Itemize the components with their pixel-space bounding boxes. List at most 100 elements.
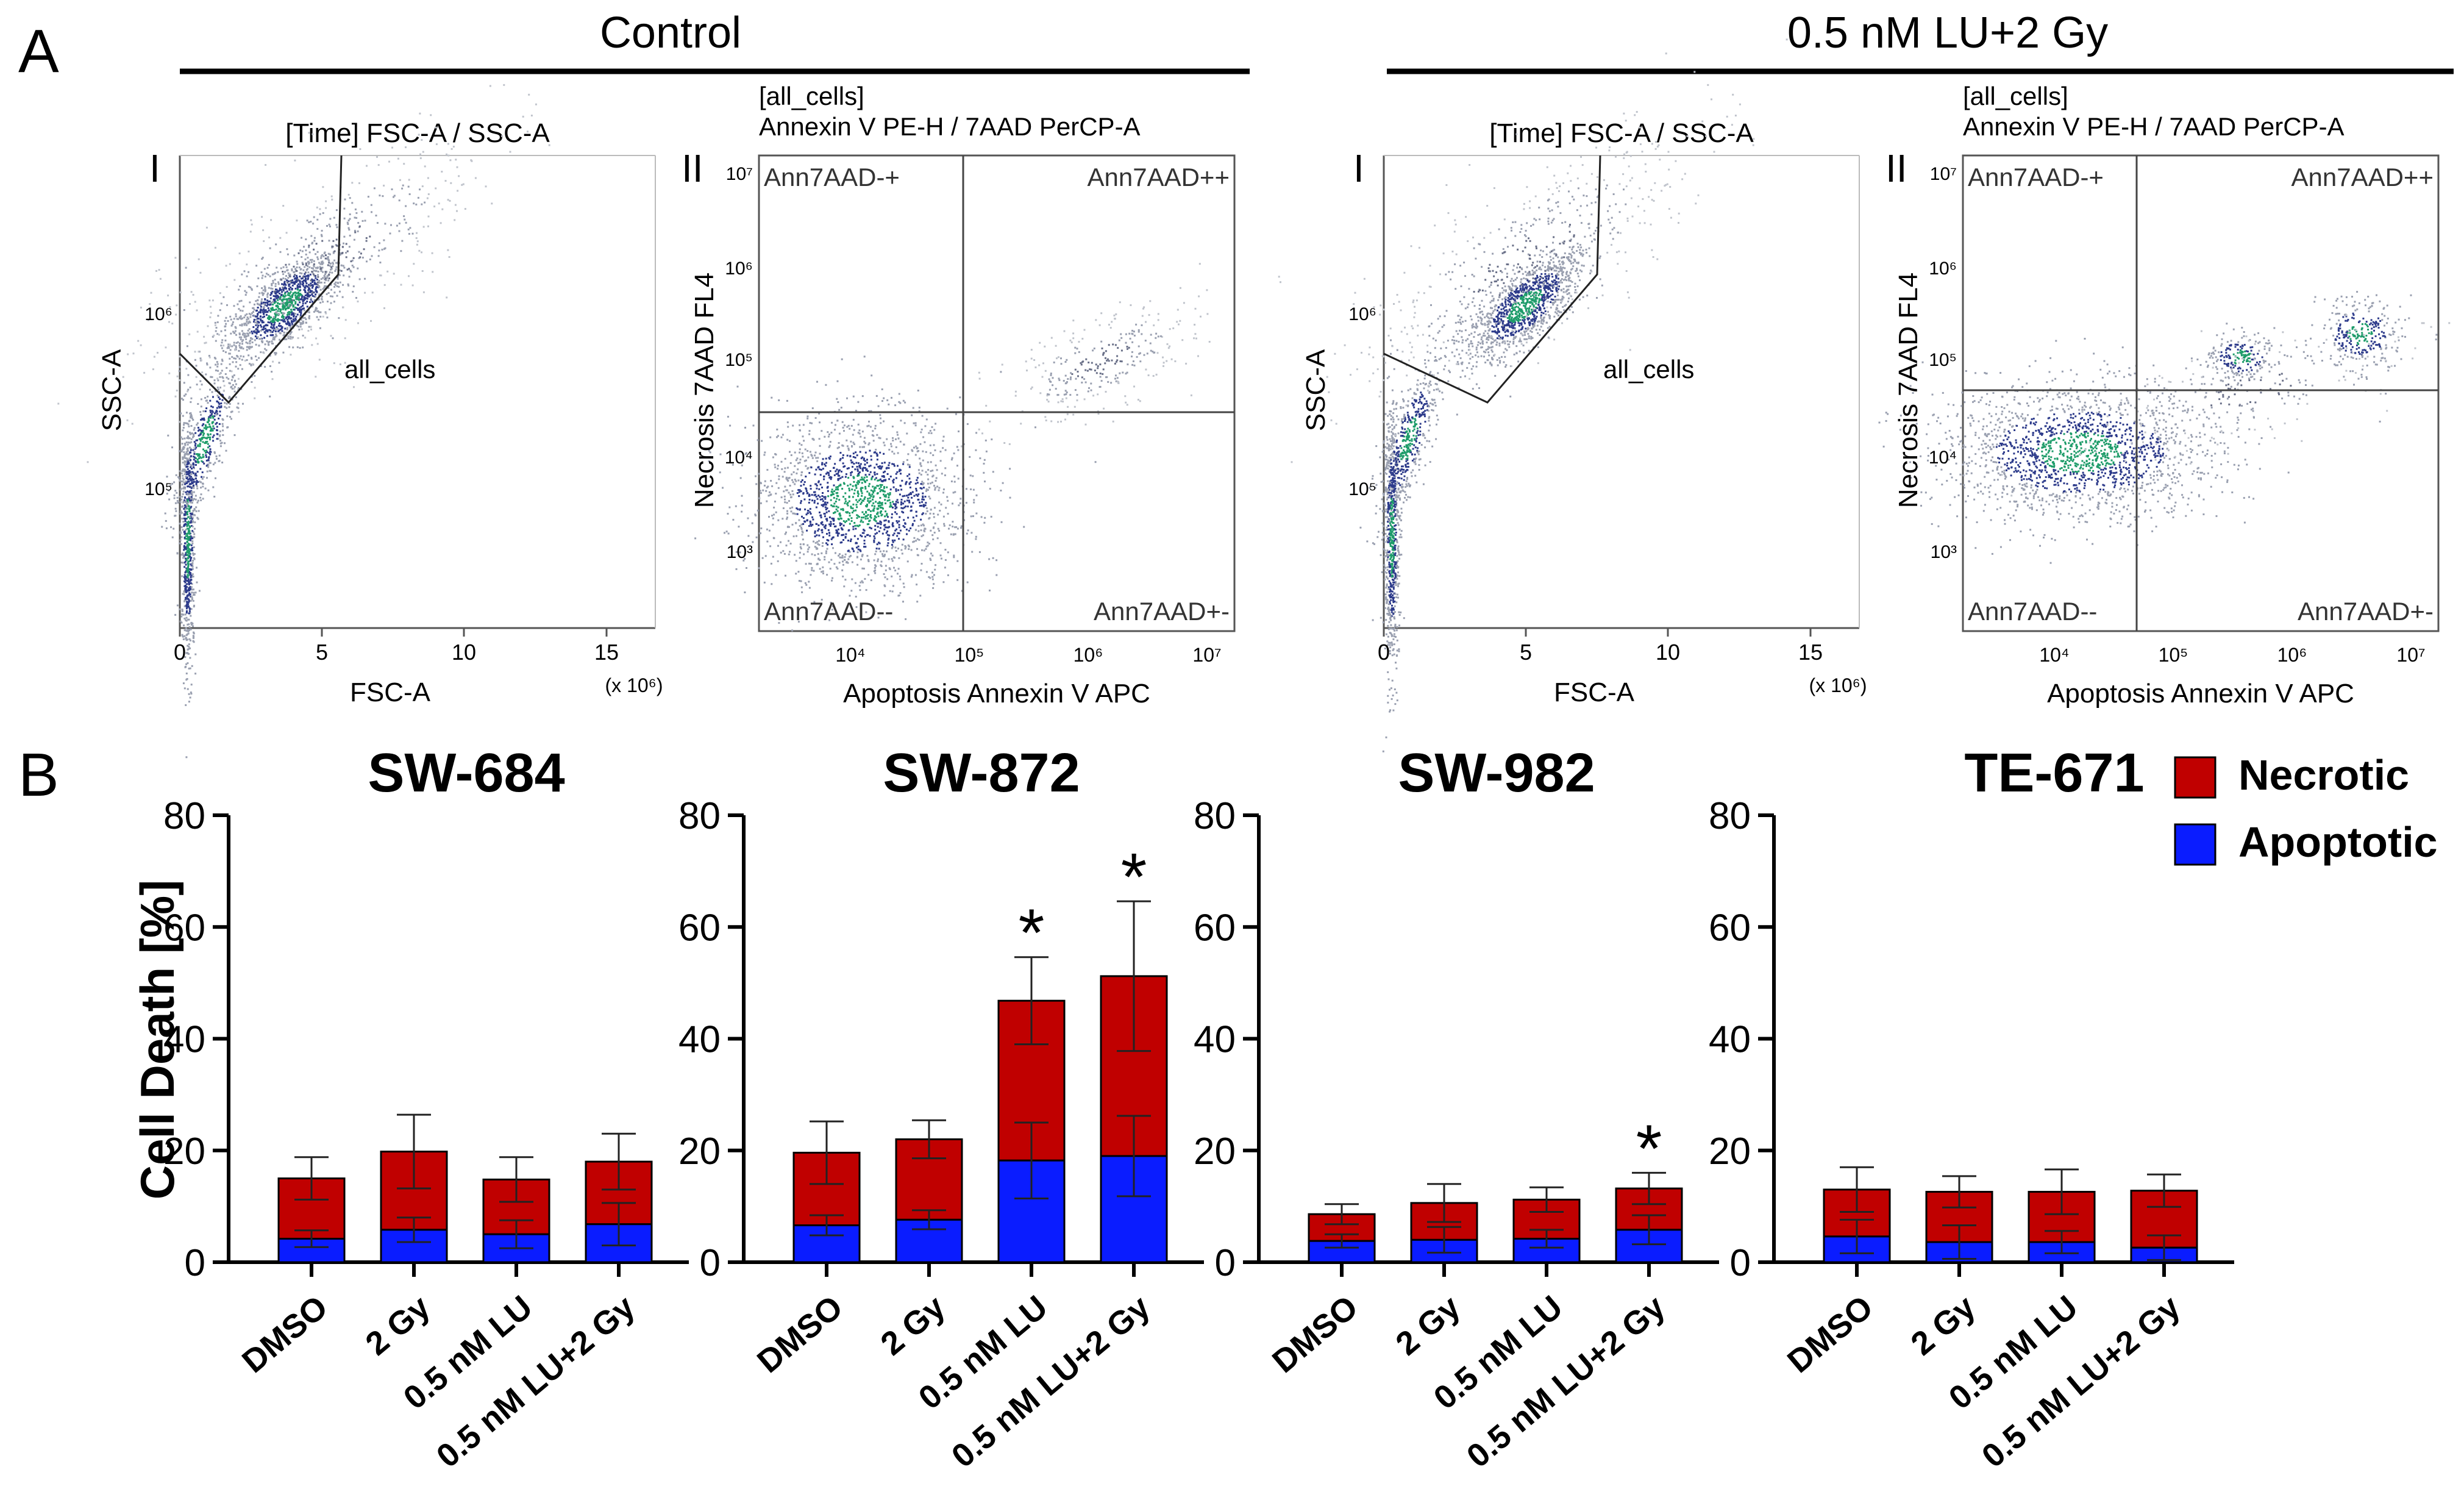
x-tick-label: 0 [174,640,186,665]
panel-b-letter: B [18,741,59,809]
quadrant-label-lower-right: Ann7AAD+- [2298,597,2434,626]
category-label: 2 Gy [1389,1288,1467,1362]
chart-title: SW-982 [1398,743,1595,804]
y-tick-label: 10⁶ [725,259,753,279]
x-axis-label: Apoptosis Annexin V APC [843,679,1150,709]
flow-cytometry-plots: I [Time] FSC-A / SSC-A all_cells FSC-A SSC-A… [57,38,2451,759]
y-axis-label: Cell Death [%] [130,880,184,1199]
y-tick-label: 0 [1215,1242,1236,1284]
annexin-7aad-plot-0: II [all_cells]Annexin V PE-H / 7AAD PerCP… [682,82,1281,709]
gate-label: all_cells [344,355,435,384]
x-axis-label: Apoptosis Annexin V APC [2047,679,2354,709]
gate-polygon [1383,155,1601,404]
y-tick-label: 20 [1709,1130,1751,1173]
x-tick-label: 10⁷ [1192,644,1221,666]
plot-header-line1: [all_cells] [1963,82,2068,110]
y-tick-label: 0 [1730,1242,1751,1284]
roman-numeral: I [149,146,160,190]
category-label: DMSO [1781,1288,1880,1380]
y-tick-label: 80 [1194,795,1236,837]
roman-numeral: II [1885,146,1907,190]
y-tick-label: 40 [163,1019,205,1061]
y-tick-label: 40 [1709,1019,1751,1061]
y-tick-label: 20 [1194,1130,1236,1173]
y-axis-label: Necrosis 7AAD FL4 [689,273,719,508]
y-tick-label: 10⁶ [1929,259,1957,279]
x-tick-label: 15 [1798,640,1823,665]
annexin-7aad-plot-1: II [all_cells]Annexin V PE-H / 7AAD PerCP… [1878,82,2451,709]
y-tick-label: 60 [1194,907,1236,949]
x-tick-label: 10⁴ [835,644,865,666]
x-axis-label: FSC-A [350,677,431,707]
category-label: 2 Gy [874,1288,952,1362]
y-tick-label: 10⁶ [1348,304,1376,324]
y-tick-label: 40 [1194,1019,1236,1061]
y-tick-label: 20 [678,1130,721,1173]
y-tick-label: 60 [1709,907,1751,949]
quadrant-label-upper-left: Ann7AAD-+ [1968,163,2104,191]
x-tick-label: 10⁵ [2159,644,2188,666]
y-tick-label: 60 [163,907,205,949]
x-tick-label: 5 [316,640,328,665]
y-tick-label: 0 [700,1242,721,1284]
quadrant-label-upper-right: Ann7AAD++ [2291,163,2434,191]
plot-header-line1: [all_cells] [759,82,864,110]
y-tick-label: 10⁷ [1930,164,1957,184]
group-title-control: Control [600,9,741,57]
y-tick-label: 0 [185,1242,205,1284]
scatter-events [57,84,550,759]
roman-numeral: II [682,146,703,190]
category-label: 2 Gy [1904,1288,1982,1362]
significance-asterisk: * [1019,896,1045,971]
chart-title: TE-671 [1964,743,2144,804]
y-tick-label: 10³ [727,542,753,562]
y-tick-label: 10⁴ [725,448,753,468]
y-tick-label: 10⁵ [725,350,753,370]
y-tick-label: 40 [678,1019,721,1061]
scatter-events [1291,38,1788,752]
significance-asterisk: * [1636,1111,1662,1186]
y-tick-label: 80 [163,795,205,837]
quadrant-label-lower-left: Ann7AAD-- [1968,597,2097,626]
y-tick-label: 10⁷ [726,164,753,184]
category-label: DMSO [750,1288,850,1380]
x-tick-label: 10⁴ [2039,644,2069,666]
quadrant-label-upper-right: Ann7AAD++ [1087,163,1230,191]
bar-apoptotic [277,1238,346,1263]
plot-header: [Time] FSC-A / SSC-A [285,118,550,148]
x-tick-label: 10 [452,640,476,665]
y-tick-label: 60 [678,907,721,949]
x-tick-label: 10⁷ [2396,644,2425,666]
plot-frame [758,154,1236,632]
x-multiplier: (x 10⁶) [605,674,663,696]
scatter-events [1878,291,2451,564]
category-label: DMSO [235,1288,335,1380]
y-axis-label: SSC-A [97,349,127,431]
plot-header-line2: Annexin V PE-H / 7AAD PerCP-A [1963,112,2345,141]
quadrant-label-upper-left: Ann7AAD-+ [764,163,900,191]
panel-a-letter: A [18,17,59,85]
y-tick-label: 80 [1709,795,1751,837]
group-title-treated: 0.5 nM LU+2 Gy [1787,9,2108,57]
x-tick-label: 10⁵ [955,644,985,666]
legend-swatch-necrotic [2174,756,2217,799]
quadrant-label-lower-right: Ann7AAD+- [1094,597,1230,626]
y-tick-label: 10⁵ [1929,350,1957,370]
y-tick-label: 20 [163,1130,205,1173]
chart-title: SW-684 [368,743,564,804]
x-tick-label: 10 [1656,640,1680,665]
x-tick-label: 10⁶ [1074,644,1103,666]
roman-numeral: I [1353,146,1364,190]
y-axis-label: SSC-A [1301,349,1331,431]
x-tick-label: 10⁶ [2277,644,2307,666]
y-tick-label: 10³ [1931,542,1957,562]
y-tick-label: 10⁵ [144,479,173,499]
x-multiplier: (x 10⁶) [1809,674,1867,696]
y-tick-label: 10⁵ [1348,479,1376,499]
plot-header: [Time] FSC-A / SSC-A [1489,118,1754,148]
x-tick-label: 15 [594,640,619,665]
